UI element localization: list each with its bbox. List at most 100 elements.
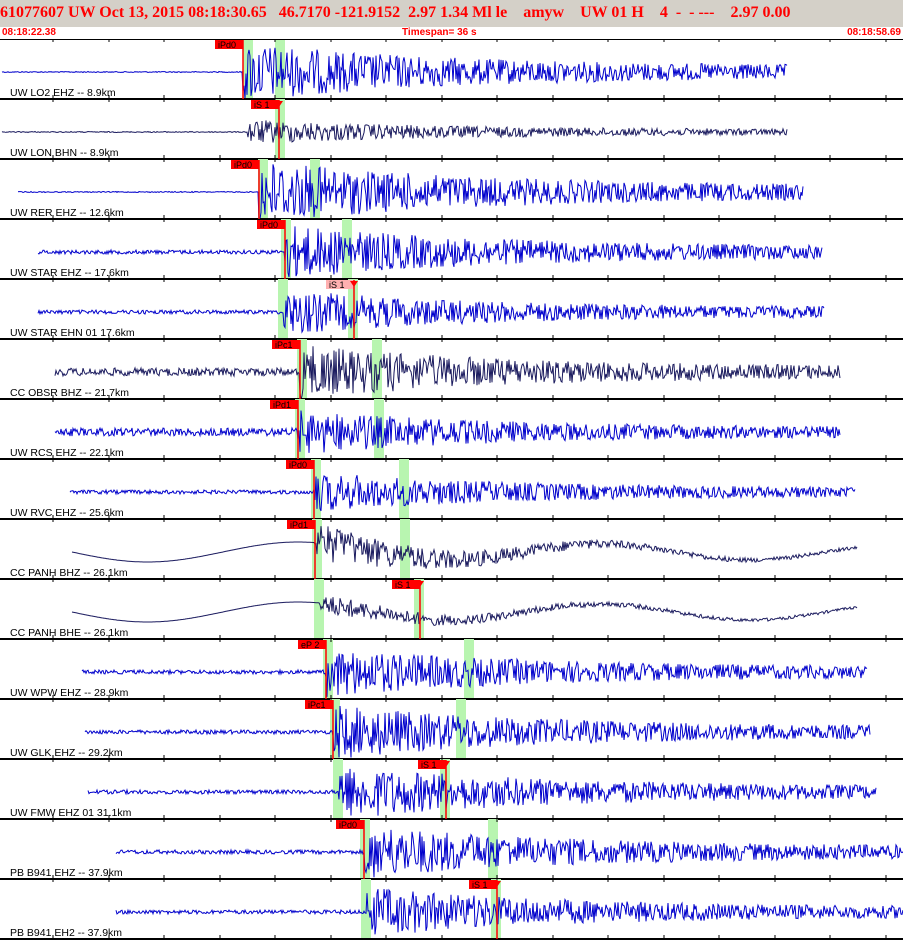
p-pick-label: iPd0 xyxy=(218,40,236,50)
trace-row[interactable]: iS 1 UW STAR EHN 01 17.6km xyxy=(0,279,903,340)
waveform-trace xyxy=(37,293,825,334)
s-arrival-marker-icon xyxy=(416,581,424,587)
trace-row[interactable]: iPd1 UW RCS EHZ -- 22.1km xyxy=(0,399,903,460)
event-summary-line: 61077607 UW Oct 13, 2015 08:18:30.65 46.… xyxy=(0,4,791,21)
seismogram-panel[interactable]: iPd0 UW LO2 EHZ -- 8.9km iS 1 UW LON BHN --… xyxy=(0,39,903,940)
s-arrival-marker-icon xyxy=(442,761,450,767)
p-window-band xyxy=(333,759,343,819)
s-window-band xyxy=(414,579,424,639)
station-label: UW RVC EHZ -- 25.6km xyxy=(10,507,124,519)
station-label: CC PANH BHE -- 26.1km xyxy=(10,627,128,639)
p-window-band xyxy=(314,579,324,639)
waveform-trace xyxy=(81,653,868,697)
trace-row[interactable]: iPd1 CC PANH BHZ -- 26.1km xyxy=(0,519,903,580)
s-window-band xyxy=(464,639,474,699)
end-time: 08:18:58.69 xyxy=(847,27,901,38)
trace-row[interactable]: iPd0 UW RER EHZ -- 12.6km xyxy=(0,159,903,223)
station-label: CC OBSR BHZ -- 21.7km xyxy=(10,387,129,399)
trace-row[interactable]: iS 1 PB B941 EH2 -- 37.9km xyxy=(0,879,903,940)
s-window-band xyxy=(342,219,352,279)
p-pick-label: iPd0 xyxy=(289,460,307,470)
station-label: UW LON BHN -- 8.9km xyxy=(10,147,119,159)
waveform-trace xyxy=(87,768,877,816)
station-label: PB B941 EH2 -- 37.9km xyxy=(10,927,122,939)
time-axis-row: 08:18:22.38 Timespan= 36 s 08:18:58.69 xyxy=(0,27,903,39)
trace-row[interactable]: iS 1 UW FMW EHZ 01 31.1km xyxy=(0,759,903,820)
p-pick-label: eP 2 xyxy=(301,640,319,650)
p-pick-flag[interactable] xyxy=(298,640,326,649)
trace-row[interactable]: iPd0 UW RVC EHZ -- 25.6km xyxy=(0,459,903,520)
station-label: PB B941 EHZ -- 37.9km xyxy=(10,867,123,879)
waveform-trace xyxy=(54,410,841,453)
s-arrival-marker-icon xyxy=(275,101,283,107)
p-window-band xyxy=(295,399,305,459)
trace-row[interactable]: iPc1 CC OBSR BHZ -- 21.7km xyxy=(0,339,903,400)
waveform-trace xyxy=(115,888,903,935)
p-pick-flag[interactable] xyxy=(231,160,259,169)
station-label: CC PANH BHZ -- 26.1km xyxy=(10,567,128,579)
p-window-band xyxy=(297,339,307,399)
s-window-band xyxy=(348,279,358,339)
station-label: UW FMW EHZ 01 31.1km xyxy=(10,807,132,819)
s-pick-label: iS 1 xyxy=(472,880,488,890)
s-window-band xyxy=(399,459,409,519)
p-pick-flag[interactable] xyxy=(257,220,285,229)
s-window-band xyxy=(310,159,320,219)
event-header-bar: 61077607 UW Oct 13, 2015 08:18:30.65 46.… xyxy=(0,0,903,27)
s-pick-label: iS 1 xyxy=(395,580,411,590)
p-pick-flag[interactable] xyxy=(286,460,314,469)
waveform-trace xyxy=(1,47,788,99)
station-label: UW STAR EHN 01 17.6km xyxy=(10,327,135,339)
p-pick-label: iPd0 xyxy=(260,220,278,230)
waveform-trace xyxy=(54,346,841,400)
trace-row[interactable]: iPd0 UW LO2 EHZ -- 8.9km xyxy=(0,39,903,100)
waveform-trace xyxy=(1,120,788,143)
s-arrival-marker-icon xyxy=(493,881,501,887)
s-arrival-marker-icon xyxy=(350,281,358,287)
trace-row[interactable]: iS 1 UW LON BHN -- 8.9km xyxy=(0,99,903,160)
waveform-trace xyxy=(115,829,903,878)
station-label: UW STAR EHZ -- 17.6km xyxy=(10,267,129,279)
s-window-band xyxy=(400,519,410,579)
waveform-trace xyxy=(84,705,871,758)
p-pick-label: iPc1 xyxy=(308,700,326,710)
s-pick-label: iS 1 xyxy=(329,280,345,290)
s-pick-label: iS 1 xyxy=(254,100,270,110)
s-pick-flag[interactable] xyxy=(251,100,279,109)
trace-row[interactable]: iS 1 CC PANH BHE -- 26.1km xyxy=(0,579,903,640)
waveform-trace xyxy=(69,475,856,512)
p-window-band xyxy=(360,819,370,879)
trace-row[interactable]: eP 2 UW WPW EHZ -- 28.9km xyxy=(0,639,903,700)
waveform-trace xyxy=(37,226,823,278)
p-pick-flag[interactable] xyxy=(336,820,364,829)
s-window-band xyxy=(456,699,466,759)
p-pick-flag[interactable] xyxy=(287,520,315,529)
waveform-trace xyxy=(71,597,858,626)
p-pick-flag[interactable] xyxy=(215,40,243,49)
s-pick-flag[interactable] xyxy=(469,880,497,889)
station-label: UW WPW EHZ -- 28.9km xyxy=(10,687,129,699)
waveform-trace xyxy=(17,164,804,223)
s-pick-label: iS 1 xyxy=(421,760,437,770)
p-pick-label: iPc1 xyxy=(275,340,293,350)
p-pick-flag[interactable] xyxy=(305,700,333,709)
s-window-band xyxy=(372,339,382,399)
s-pick-flag[interactable] xyxy=(326,280,354,289)
trace-row[interactable]: iPd0 UW STAR EHZ -- 17.6km xyxy=(0,219,903,280)
start-time: 08:18:22.38 xyxy=(2,27,56,38)
s-pick-flag[interactable] xyxy=(418,760,446,769)
trace-row[interactable]: iPd0 PB B941 EHZ -- 37.9km xyxy=(0,819,903,880)
trace-row[interactable]: iPc1 UW GLK EHZ -- 29.2km xyxy=(0,699,903,760)
p-window-band xyxy=(278,279,288,339)
waveform-trace xyxy=(71,526,858,569)
p-pick-flag[interactable] xyxy=(272,340,300,349)
s-pick-flag[interactable] xyxy=(392,580,420,589)
p-pick-label: iPd0 xyxy=(234,160,252,170)
timespan-label: Timespan= 36 s xyxy=(402,27,477,38)
station-label: UW LO2 EHZ -- 8.9km xyxy=(10,87,116,99)
p-pick-flag[interactable] xyxy=(270,400,298,409)
p-pick-label: iPd0 xyxy=(339,820,357,830)
station-label: UW RCS EHZ -- 22.1km xyxy=(10,447,124,459)
station-label: UW RER EHZ -- 12.6km xyxy=(10,207,124,219)
s-window-band xyxy=(491,879,501,939)
